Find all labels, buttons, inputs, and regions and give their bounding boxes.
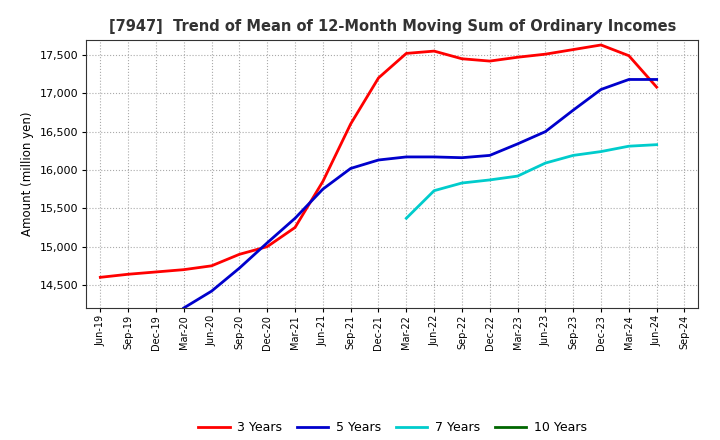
Title: [7947]  Trend of Mean of 12-Month Moving Sum of Ordinary Incomes: [7947] Trend of Mean of 12-Month Moving … xyxy=(109,19,676,34)
Y-axis label: Amount (million yen): Amount (million yen) xyxy=(21,112,34,236)
Legend: 3 Years, 5 Years, 7 Years, 10 Years: 3 Years, 5 Years, 7 Years, 10 Years xyxy=(193,416,592,439)
